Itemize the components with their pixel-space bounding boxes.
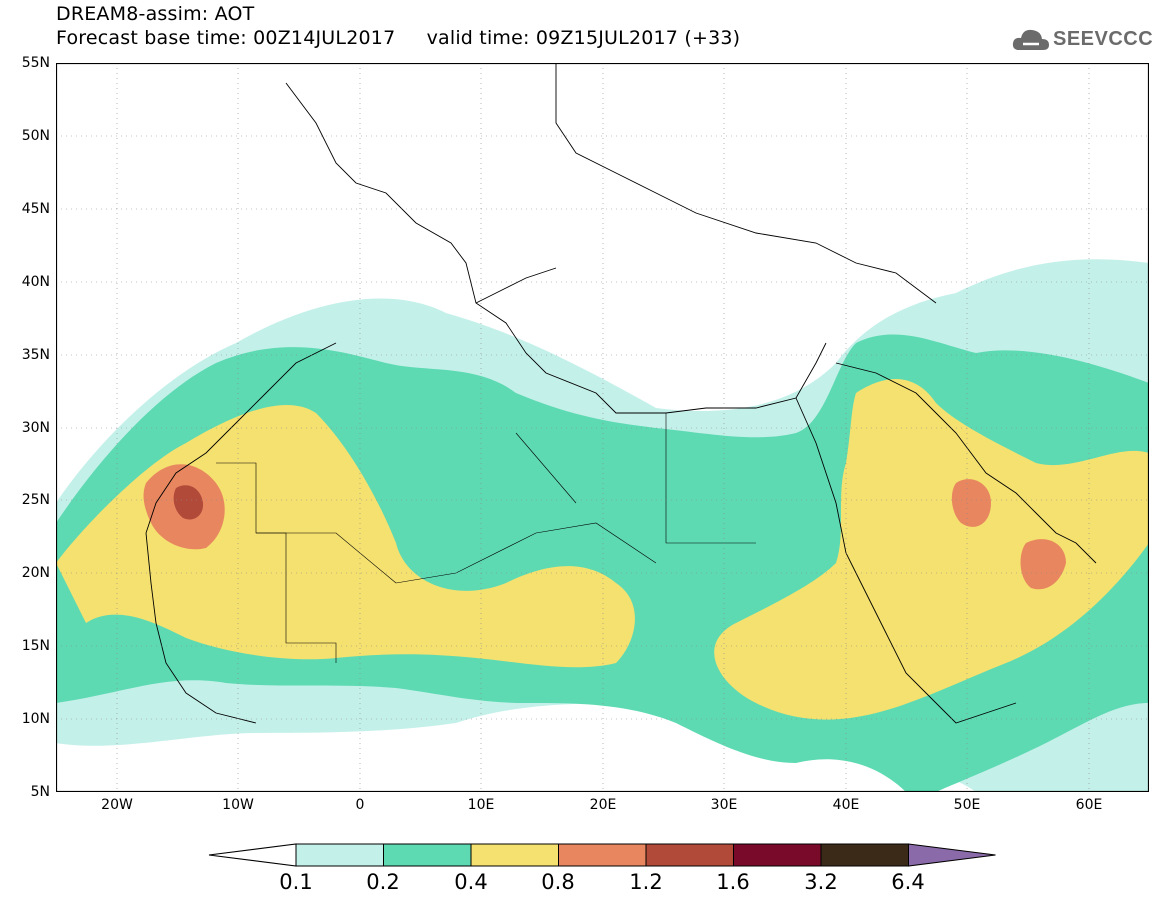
lat-label: 15N <box>21 638 50 654</box>
colorbar-label: 0.4 <box>454 870 488 894</box>
lat-label: 40N <box>21 274 50 290</box>
lon-label: 0 <box>355 797 365 813</box>
lon-label: 40E <box>832 797 860 813</box>
lon-label: 50E <box>953 797 981 813</box>
colorbar-label: 0.1 <box>279 870 313 894</box>
lat-label: 55N <box>21 55 50 71</box>
lat-label: 45N <box>21 201 50 217</box>
coastlines <box>145 63 1097 724</box>
aot-band-1-2 <box>173 485 204 520</box>
lon-label: 60E <box>1075 797 1103 813</box>
aot-band-0-8-east1 <box>951 479 991 527</box>
cloud-icon <box>1012 29 1049 50</box>
lat-label: 20N <box>21 565 50 581</box>
aot-map <box>56 63 1149 792</box>
colorbar-label: 6.4 <box>891 870 925 894</box>
lat-label: 10N <box>21 711 50 727</box>
borders <box>216 413 756 663</box>
title-line-1: DREAM8-assim: AOT <box>56 3 255 25</box>
colorbar-swatch <box>558 843 647 867</box>
lon-label: 20W <box>101 797 133 813</box>
lon-label: 10W <box>222 797 254 813</box>
aot-band-0-8-east2 <box>1020 539 1066 590</box>
colorbar-label: 1.2 <box>629 870 663 894</box>
colorbar-label: 0.2 <box>366 870 400 894</box>
forecast-base-time: Forecast base time: 00Z14JUL2017 <box>56 27 396 49</box>
lat-label: 25N <box>21 492 50 508</box>
lat-label: 30N <box>21 420 50 436</box>
valid-time: valid time: 09Z15JUL2017 (+33) <box>426 27 741 49</box>
logo-text: SEEVCCC <box>1053 28 1154 50</box>
colorbar-swatch <box>470 843 559 867</box>
graticule <box>56 63 1149 792</box>
colorbar-swatch <box>820 843 909 867</box>
map-border <box>56 63 1149 792</box>
colorbar-low-arrow <box>208 843 297 867</box>
colorbar-label: 0.8 <box>541 870 575 894</box>
colorbar-swatch <box>733 843 822 867</box>
colorbar-swatch <box>383 843 472 867</box>
colorbar-label: 3.2 <box>804 870 838 894</box>
lon-label: 20E <box>589 797 617 813</box>
lon-label: 10E <box>467 797 495 813</box>
lon-label: 30E <box>710 797 738 813</box>
colorbar-label: 1.6 <box>716 870 750 894</box>
colorbar-high-arrow <box>908 843 996 867</box>
title-line-2: Forecast base time: 00Z14JUL2017 valid t… <box>56 27 740 49</box>
aot-band-0-4-east <box>714 379 1149 720</box>
lat-label: 5N <box>30 784 50 800</box>
lat-label: 50N <box>21 128 50 144</box>
seevccc-logo: SEEVCCC <box>1011 24 1154 56</box>
colorbar-swatch <box>645 843 734 867</box>
lat-label: 35N <box>21 347 50 363</box>
colorbar-swatch <box>295 843 384 867</box>
colorbar <box>208 843 996 867</box>
